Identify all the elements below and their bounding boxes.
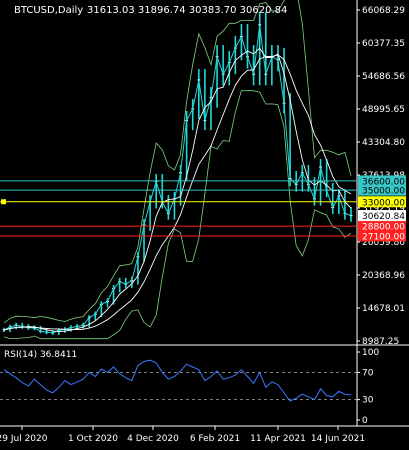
moving-average-slow	[3, 54, 352, 331]
price-pane: 66068.29 60377.35 54686.56 48995.65 43304.80…	[0, 0, 409, 427]
rsi-tick-label: 0	[362, 416, 368, 426]
level-label: 36600.00	[362, 177, 405, 187]
price-tick-label: 26059.86	[362, 238, 405, 248]
price-tick-label: 31923.19	[362, 204, 405, 214]
symbol-label: BTCUSD,Daily	[14, 5, 83, 16]
level-tag	[358, 184, 406, 196]
rsi-tick-label: 70	[362, 368, 374, 378]
level-label: 33000.00	[362, 198, 405, 208]
x-axis: 29 Jul 2020 1 Oct 2020 4 Dec 2020 6 Feb 202…	[0, 426, 365, 444]
level-label: 28800.00	[362, 223, 405, 233]
price-tick-label: 60377.35	[362, 39, 405, 49]
rsi-tick-label: 100	[362, 348, 379, 358]
price-tick-label: 66068.29	[362, 6, 405, 16]
price-tick-label: 48995.65	[362, 105, 405, 115]
level-marker	[1, 199, 6, 205]
price-tick-label: 14678.01	[362, 304, 405, 314]
price-tick-label: 20368.96	[362, 271, 405, 281]
rsi-title: RSI(14) 36.8411	[4, 350, 77, 360]
price-tick-label: 54686.56	[362, 72, 405, 82]
x-tick-label: 14 Jun 2021	[311, 434, 365, 444]
level-tag	[358, 175, 406, 187]
x-tick-label: 1 Oct 2020	[68, 434, 118, 444]
rsi-line	[3, 359, 352, 402]
price-tick-label: 8987.25	[362, 337, 399, 347]
level-tag	[358, 220, 406, 232]
x-tick-label: 4 Dec 2020	[127, 434, 179, 444]
price-tick-label: 43304.80	[362, 138, 405, 148]
x-tick-label: 6 Feb 2021	[190, 434, 240, 444]
x-tick-label: 11 Apr 2021	[250, 434, 306, 444]
current-price-label: 30620.84	[362, 212, 405, 222]
x-tick-label: 29 Jul 2020	[0, 434, 48, 444]
rsi-tick-label: 30	[362, 396, 374, 406]
level-label: 27100.00	[362, 232, 405, 242]
rsi-pane: 100 70 30 0	[0, 348, 379, 426]
level-label: 35000.00	[362, 187, 405, 197]
band-upper	[3, 0, 352, 324]
moving-average-fast	[3, 47, 352, 333]
ohlc-readout: 31613.03 31896.74 30383.70 30620.84	[87, 5, 287, 16]
price-line	[3, 24, 352, 334]
level-tag	[358, 230, 406, 242]
level-tag	[358, 196, 406, 208]
current-price-tag	[358, 210, 406, 222]
band-lower	[3, 90, 352, 340]
